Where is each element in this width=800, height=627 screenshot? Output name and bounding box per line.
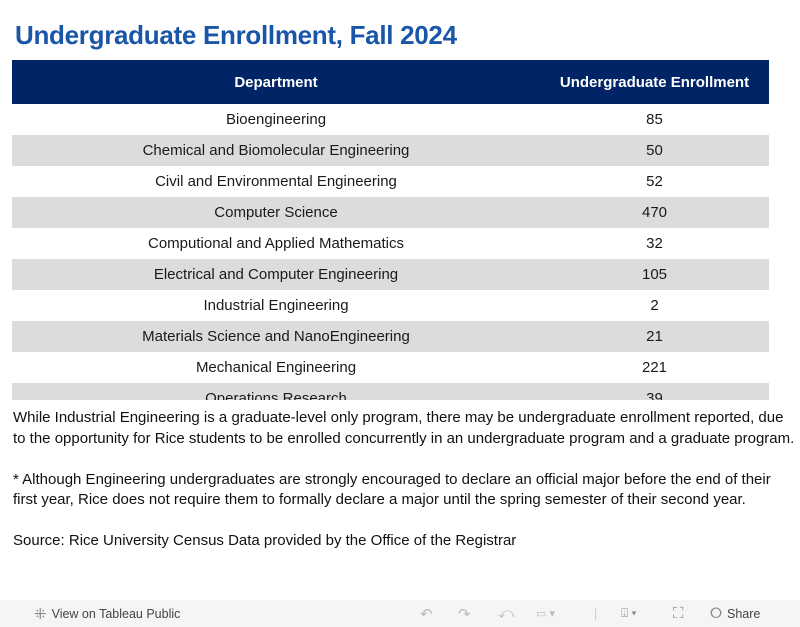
redo-button[interactable]: ↷ bbox=[458, 600, 471, 627]
enrollment-table[interactable]: Department Undergraduate Enrollment Bioe… bbox=[12, 60, 769, 400]
table-body: Bioengineering 85 Chemical and Biomolecula… bbox=[12, 104, 769, 400]
note-industrial: While Industrial Engineering is a gradua… bbox=[13, 409, 795, 447]
table-row[interactable]: Industrial Engineering 2 bbox=[12, 290, 769, 321]
header-enrollment: Undergraduate Enrollment bbox=[559, 73, 750, 91]
enrollment-cell: 2 bbox=[650, 297, 659, 314]
department-cell: Computer Science bbox=[214, 204, 338, 221]
enrollment-cell: 105 bbox=[641, 266, 668, 283]
table-header: Department Undergraduate Enrollment bbox=[12, 60, 769, 104]
enrollment-cell: 85 bbox=[646, 111, 663, 128]
download-button[interactable]: ⍗ ▾ bbox=[621, 600, 637, 627]
enrollment-cell: 470 bbox=[641, 204, 668, 221]
department-cell: Operations Research bbox=[205, 390, 347, 400]
department-cell: Computional and Applied Mathematics bbox=[148, 235, 404, 252]
table-row[interactable]: Operations Research 39 bbox=[12, 383, 769, 400]
page-title: Undergraduate Enrollment, Fall 2024 bbox=[15, 20, 457, 50]
table-row[interactable]: Chemical and Biomolecular Engineering 50 bbox=[12, 135, 769, 166]
undo-button[interactable]: ↶ bbox=[420, 600, 433, 627]
enrollment-cell: 21 bbox=[646, 328, 663, 345]
department-cell: Industrial Engineering bbox=[203, 297, 349, 314]
revert-icon: ⤺ bbox=[498, 605, 515, 622]
header-department: Department bbox=[234, 73, 318, 91]
department-cell: Electrical and Computer Engineering bbox=[153, 266, 399, 283]
table-row[interactable]: Computional and Applied Mathematics 32 bbox=[12, 228, 769, 259]
enrollment-cell: 39 bbox=[646, 390, 663, 400]
refresh-icon: ▭ ▾ bbox=[536, 608, 555, 620]
table-row[interactable]: Electrical and Computer Engineering 105 bbox=[12, 259, 769, 290]
enrollment-cell: 50 bbox=[646, 142, 663, 159]
department-cell: Mechanical Engineering bbox=[195, 359, 357, 376]
undo-icon: ↶ bbox=[420, 605, 433, 623]
revert-button[interactable]: ⤺ bbox=[498, 600, 514, 627]
fullscreen-icon: ⛶ bbox=[673, 605, 684, 622]
note-source: Source: Rice University Census Data prov… bbox=[13, 532, 517, 549]
department-cell: Bioengineering bbox=[225, 111, 327, 128]
department-cell: Civil and Environmental Engineering bbox=[155, 173, 397, 190]
department-cell: Materials Science and NanoEngineering bbox=[142, 328, 410, 345]
share-icon: ⭘ bbox=[710, 605, 723, 622]
share-button[interactable]: ⭘ Share bbox=[710, 600, 760, 627]
table-row[interactable]: Civil and Environmental Engineering 52 bbox=[12, 166, 769, 197]
note-declare-major: * Although Engineering undergraduates ar… bbox=[13, 470, 771, 509]
tableau-toolbar: ⁜ View on Tableau Public ↶ ↷ ⤺ ▭ ▾ | ⍗ ▾… bbox=[0, 600, 800, 627]
view-on-tableau-link[interactable]: ⁜ View on Tableau Public bbox=[34, 600, 180, 627]
table-row[interactable]: Computer Science 470 bbox=[12, 197, 769, 228]
enrollment-cell: 32 bbox=[646, 235, 663, 252]
download-icon: ⍗ ▾ bbox=[621, 606, 637, 620]
refresh-button[interactable]: ▭ ▾ bbox=[536, 600, 555, 627]
fullscreen-button[interactable]: ⛶ bbox=[673, 600, 684, 627]
share-label: Share bbox=[727, 606, 761, 621]
table-row[interactable]: Mechanical Engineering 221 bbox=[12, 352, 769, 383]
table-row[interactable]: Materials Science and NanoEngineering 21 bbox=[12, 321, 769, 352]
redo-icon: ↷ bbox=[458, 605, 471, 623]
notes: While Industrial Engineering is a gradua… bbox=[13, 408, 798, 572]
toolbar-divider: | bbox=[594, 606, 598, 621]
enrollment-cell: 221 bbox=[641, 359, 668, 376]
view-label: View on Tableau Public bbox=[51, 606, 181, 621]
table-row[interactable]: Bioengineering 85 bbox=[12, 104, 769, 135]
enrollment-cell: 52 bbox=[646, 173, 663, 190]
tableau-logo-icon: ⁜ bbox=[34, 605, 47, 623]
department-cell: Chemical and Biomolecular Engineering bbox=[142, 142, 410, 159]
